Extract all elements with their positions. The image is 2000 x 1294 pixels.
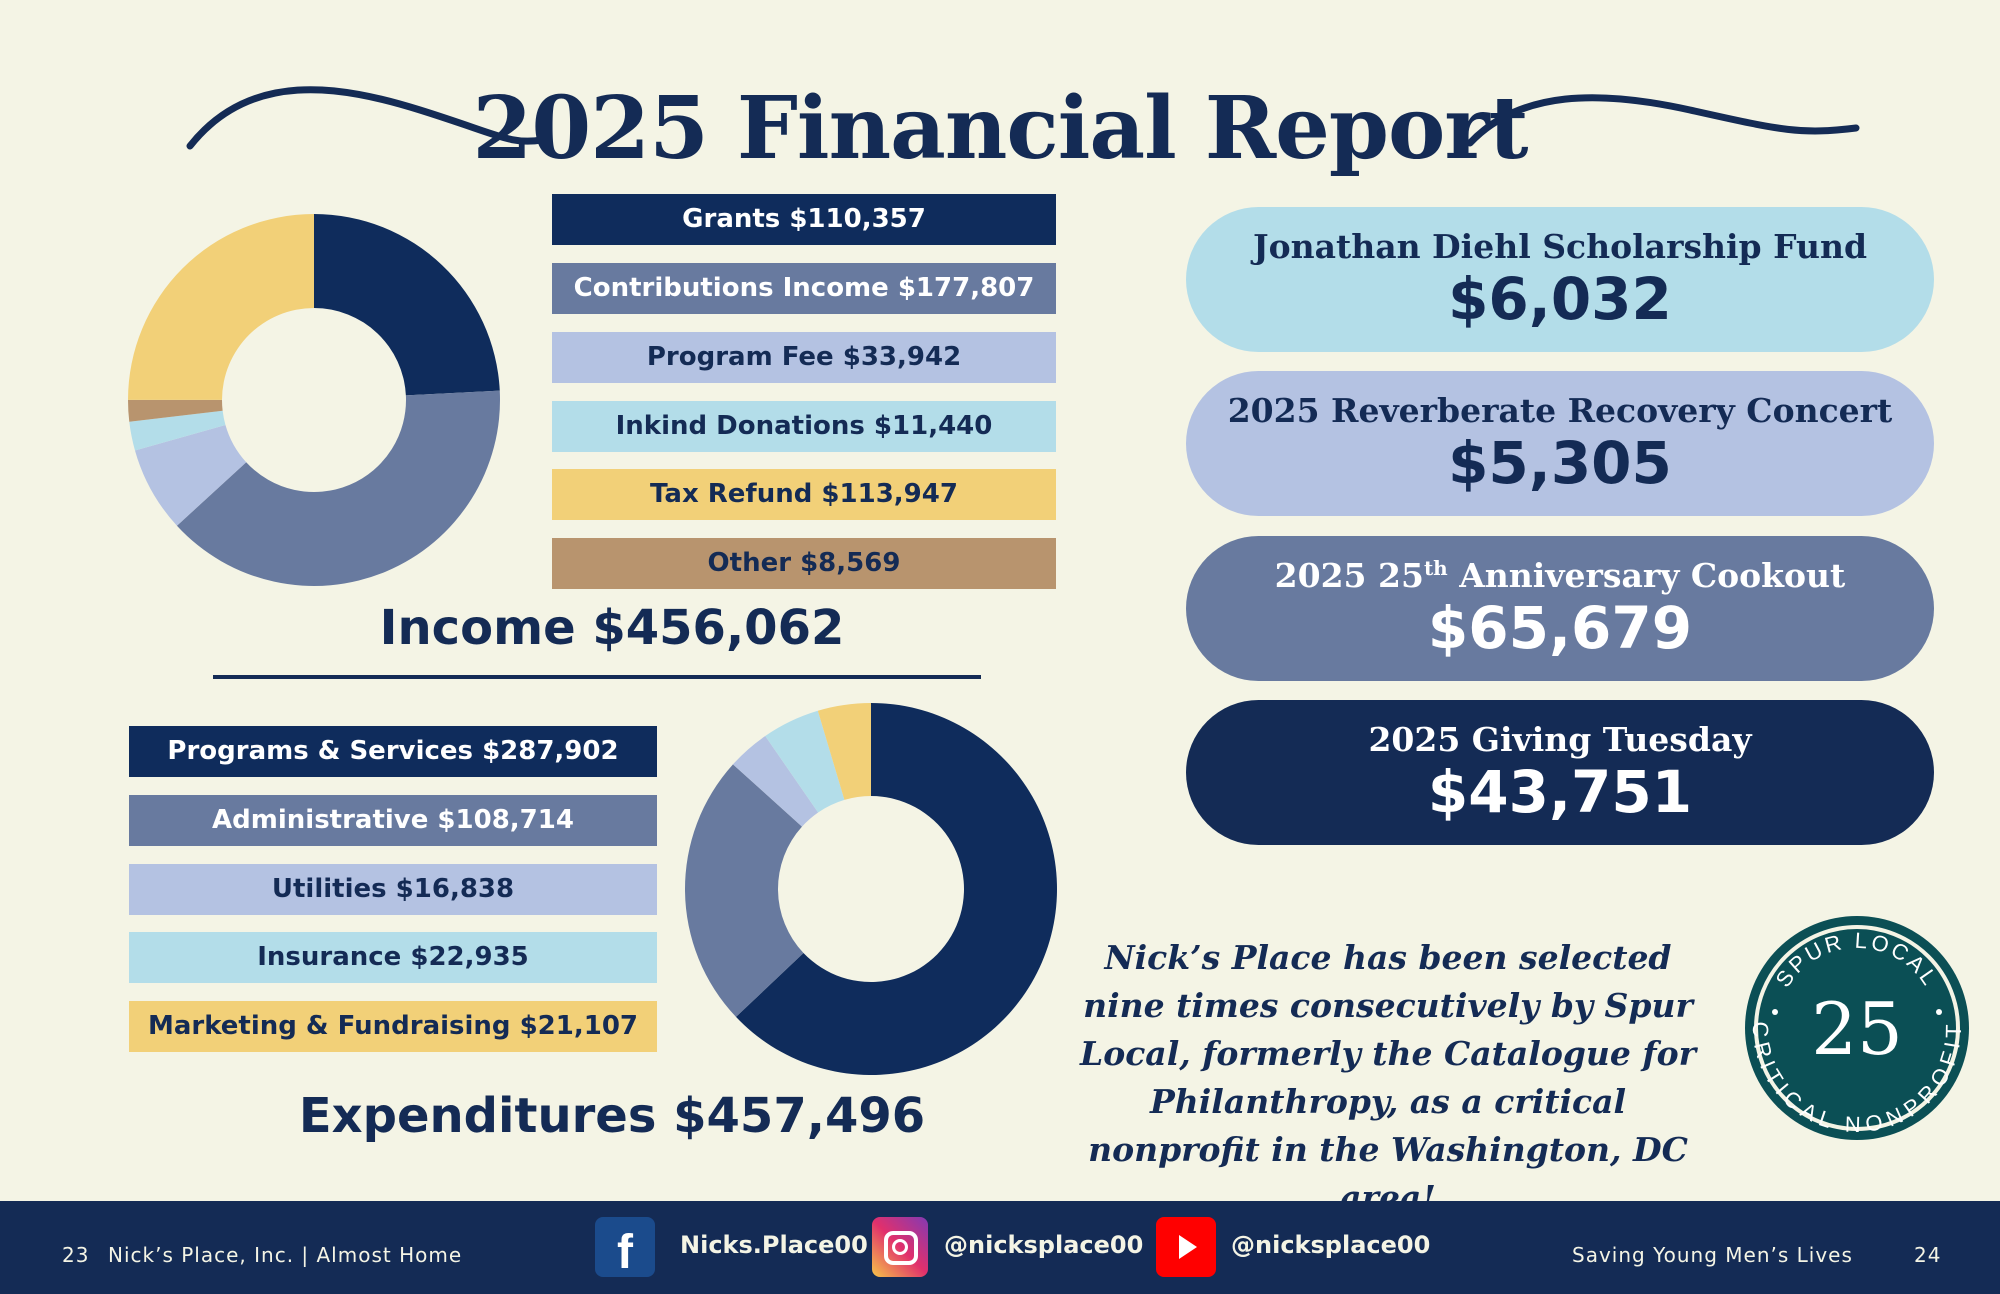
exp-legend-administrative: Administrative $108,714 [129,795,657,846]
donut-slice-administrative [685,764,804,1017]
event-amount: $6,032 [1448,265,1672,333]
event-recovery-concert: 2025 Reverberate Recovery Concert $5,305 [1186,371,1934,516]
donut-slice-other [128,399,223,422]
footer-left-page: 23 [62,1243,90,1267]
donut-slice-grants [314,214,500,396]
event-scholarship-fund: Jonathan Diehl Scholarship Fund $6,032 [1186,207,1934,352]
event-amount: $43,751 [1427,758,1693,826]
income-donut-chart [128,214,501,586]
event-giving-tuesday: 2025 Giving Tuesday $43,751 [1186,700,1934,845]
youtube-icon[interactable] [1156,1217,1216,1277]
decorative-swoosh-right [1466,94,1860,147]
expenditures-total: Expenditures $457,496 [298,1088,926,1144]
page-title: 2025 Financial Report [472,78,1529,179]
footer-left-text: Nick’s Place, Inc. | Almost Home [108,1243,463,1267]
instagram-icon[interactable] [872,1217,928,1277]
event-title: 2025 25th Anniversary Cookout [1186,556,1934,595]
event-title: Jonathan Diehl Scholarship Fund [1252,227,1868,266]
income-legend-inkind: Inkind Donations $11,440 [552,401,1056,452]
donut-slice-contributions-income [176,390,501,586]
footer-right-text: Saving Young Men’s Lives [1572,1243,1853,1267]
expenditures-donut-chart [685,703,1057,1075]
event-title-post: Anniversary Cookout [1447,556,1846,595]
facebook-icon[interactable]: f [595,1217,655,1279]
event-title-sup: th [1423,556,1448,580]
donut-slice-program-fee [134,424,247,526]
footer: 23 Nick’s Place, Inc. | Almost Home f Ni… [0,1201,2000,1294]
income-legend-other: Other $8,569 [552,538,1056,589]
event-title: 2025 Reverberate Recovery Concert [1227,391,1893,430]
instagram-handle[interactable]: @nicksplace00 [944,1231,1144,1259]
facebook-handle[interactable]: Nicks.Place00 [680,1231,868,1259]
income-total: Income $456,062 [379,600,845,656]
badge-number: 25 [1811,987,1903,1071]
event-title: 2025 Giving Tuesday [1368,720,1752,759]
exp-legend-marketing: Marketing & Fundraising $21,107 [129,1001,657,1052]
event-anniversary-cookout: 2025 25th Anniversary Cookout $65,679 [1186,536,1934,681]
event-amount: $65,679 [1427,594,1693,662]
event-title-pre: 2025 25 [1274,556,1424,595]
donut-slice-programs-services [735,703,1057,1075]
donut-slice-insurance [765,710,845,813]
income-legend-contributions: Contributions Income $177,807 [552,263,1056,314]
donut-slice-inkind-donations [129,410,226,451]
decorative-swoosh-left [186,86,1860,150]
donut-slice-tax-refund [128,214,314,400]
donut-slice-marketing-fundraising [817,703,871,800]
exp-legend-utilities: Utilities $16,838 [129,864,657,915]
footer-right-page: 24 [1914,1243,1942,1267]
exp-legend-insurance: Insurance $22,935 [129,932,657,983]
spur-local-badge: SPUR LOCAL CRITICAL NONPROFIT 25 [1745,916,1969,1140]
recognition-quote: Nick’s Place has been selected nine time… [1080,938,1696,1217]
income-legend-program-fee: Program Fee $33,942 [552,332,1056,383]
income-legend-grants: Grants $110,357 [552,194,1056,245]
donut-slice-utilities [732,736,819,827]
divider [213,675,981,679]
youtube-handle[interactable]: @nicksplace00 [1231,1231,1431,1259]
exp-legend-programs: Programs & Services $287,902 [129,726,657,777]
income-legend-tax-refund: Tax Refund $113,947 [552,469,1056,520]
event-amount: $5,305 [1448,429,1672,497]
